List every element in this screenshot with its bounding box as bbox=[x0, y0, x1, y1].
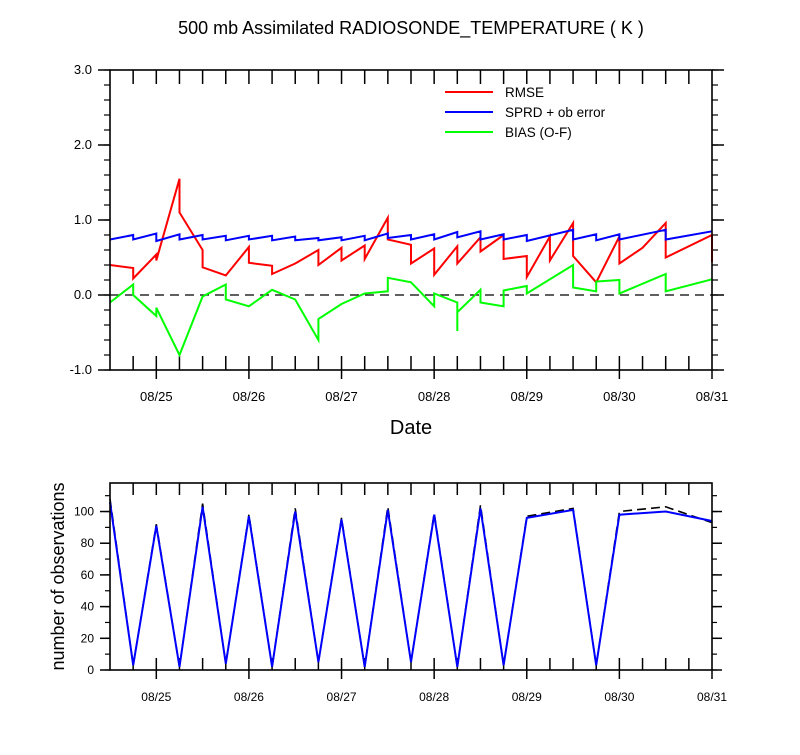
x-tick-label: 08/26 bbox=[234, 690, 264, 704]
y-tick-label: 2.0 bbox=[74, 137, 92, 152]
top-panel: 08/25 08/26 08/27 08/28 08/29 08/30 08/31 -1.0 0… bbox=[70, 18, 729, 439]
bottom-panel: 08/25 08/26 08/27 08/28 08/29 08/30 08/31 0 20 40… bbox=[48, 482, 727, 704]
legend-label-sprd-ob-error: SPRD + ob error bbox=[505, 105, 606, 120]
x-tick-label: 08/27 bbox=[325, 389, 358, 404]
y-tick-label: 60 bbox=[81, 568, 95, 582]
plot-frame bbox=[109, 69, 713, 371]
x-tick-label: 08/28 bbox=[419, 690, 449, 704]
y-tick-label: 1.0 bbox=[74, 212, 92, 227]
x-tick-label: 08/29 bbox=[512, 690, 542, 704]
y-tick-label: 40 bbox=[81, 600, 95, 614]
series-line-sprd-ob-error bbox=[109, 228, 713, 243]
x-tick-label: 08/31 bbox=[697, 690, 727, 704]
x-tick-label: 08/25 bbox=[140, 389, 173, 404]
series-line-rmse bbox=[109, 178, 713, 285]
series-line-assimilated bbox=[109, 501, 713, 667]
x-tick-label: 08/28 bbox=[418, 389, 451, 404]
y-tick-label: 0.0 bbox=[74, 287, 92, 302]
y-tick-label: 0 bbox=[87, 663, 94, 677]
x-tick-label: 08/29 bbox=[510, 389, 543, 404]
y-tick-label: 100 bbox=[74, 505, 94, 519]
y-tick-label: 80 bbox=[81, 536, 95, 550]
legend-label-rmse: RMSE bbox=[505, 85, 544, 100]
y-axis-label: number of observations bbox=[48, 482, 68, 670]
x-tick-label: 08/30 bbox=[604, 690, 634, 704]
legend-label-bias-o-f: BIAS (O-F) bbox=[505, 125, 572, 140]
y-tick-label: 20 bbox=[81, 631, 95, 645]
y-tick-label: -1.0 bbox=[70, 362, 92, 377]
x-tick-label: 08/26 bbox=[233, 389, 266, 404]
x-tick-label: 08/27 bbox=[327, 690, 357, 704]
plot-frame bbox=[109, 482, 713, 671]
x-axis-label: Date bbox=[390, 417, 432, 439]
y-tick-label: 3.0 bbox=[74, 62, 92, 77]
x-tick-label: 08/31 bbox=[696, 389, 729, 404]
x-tick-label: 08/30 bbox=[603, 389, 636, 404]
legend: RMSE SPRD + ob error BIAS (O-F) bbox=[445, 85, 606, 140]
chart-title: 500 mb Assimilated RADIOSONDE_TEMPERATUR… bbox=[178, 18, 644, 39]
series-line-bias-o-f bbox=[109, 263, 713, 358]
x-tick-label: 08/25 bbox=[141, 690, 171, 704]
